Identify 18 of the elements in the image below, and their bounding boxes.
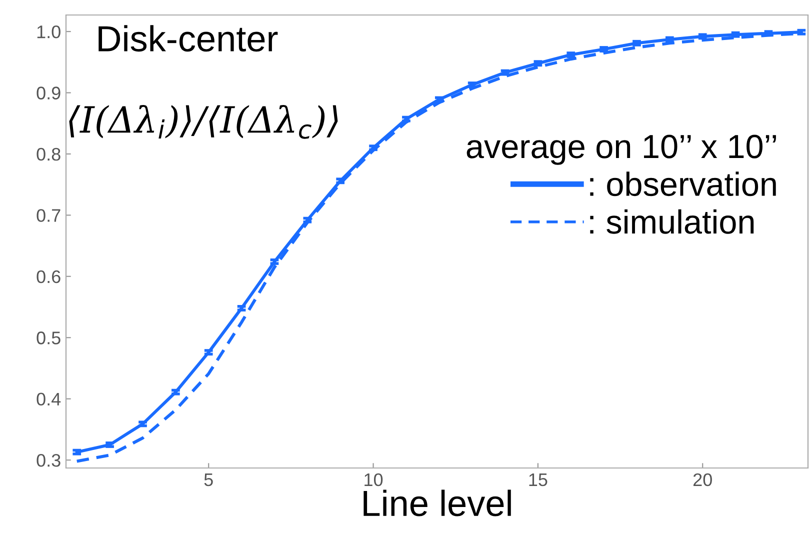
y-tick-label: 0.7 [36, 209, 60, 222]
x-tick-label: 5 [204, 474, 213, 486]
legend-label: : simulation [590, 209, 754, 234]
x-tick-label: 15 [529, 474, 548, 486]
x-tick-label: 20 [693, 473, 712, 486]
y-tick-label: 0.3 [36, 454, 60, 467]
x-axis-title: Line level [364, 490, 511, 516]
annotation: Disk-center [98, 25, 278, 52]
y-tick-label: 0.9 [36, 86, 60, 100]
annotation: ⟨I(Δλ$_{i}$)⟩/⟨I(Δλ$_{c}$)⟩ [69, 104, 338, 139]
y-tick-label: 0.5 [36, 332, 60, 344]
y-tick-label: 0.6 [36, 270, 60, 284]
x-tick-label: 10 [364, 473, 383, 486]
y-tick-label: 0.8 [36, 148, 60, 161]
legend-title: average on 10’’ x 10’’ [466, 134, 776, 165]
legend-label: : observation [590, 172, 776, 196]
y-tick-label: 0.4 [36, 392, 61, 406]
y-tick-label: 1.0 [37, 25, 60, 38]
